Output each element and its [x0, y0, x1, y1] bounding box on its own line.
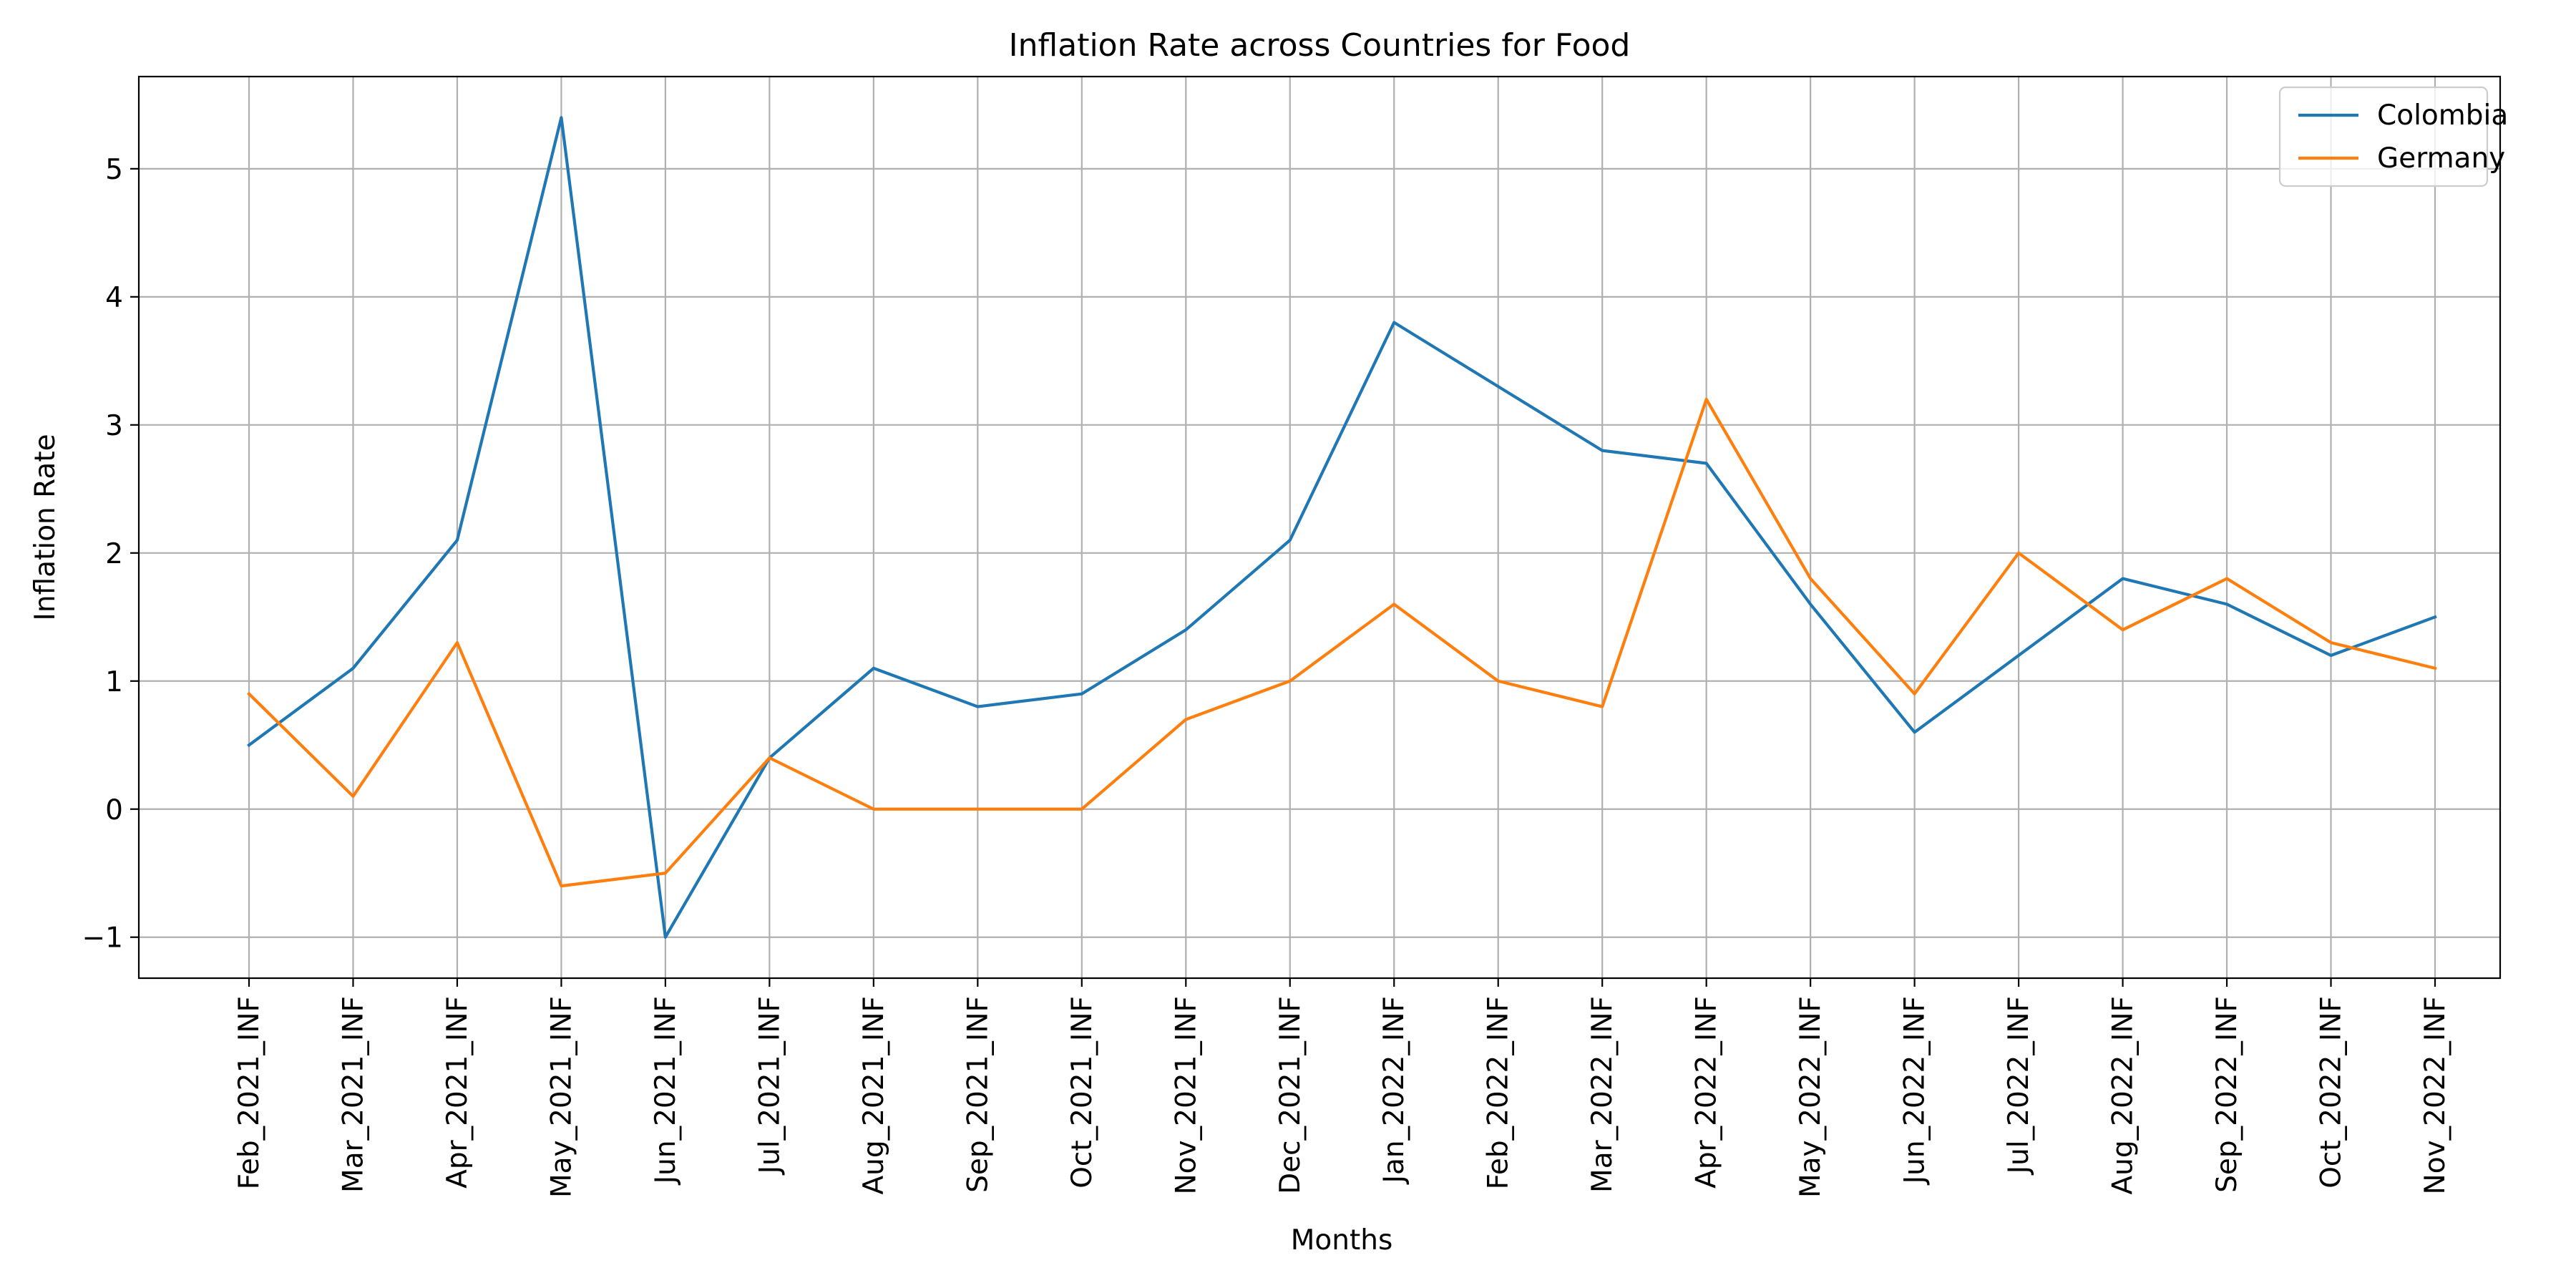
- data-point-germany: [1602, 706, 1603, 707]
- x-tick-label: Jun_2021_INF: [650, 996, 682, 1186]
- data-point-colombia: [2227, 604, 2228, 605]
- data-point-germany: [1706, 399, 1707, 400]
- data-point-colombia: [561, 117, 562, 118]
- data-point-colombia: [1602, 450, 1603, 451]
- legend-label-germany: Germany: [2377, 142, 2505, 175]
- x-tick-label: May_2022_INF: [1795, 996, 1827, 1198]
- data-point-colombia: [1081, 693, 1082, 694]
- x-tick-label: Aug_2022_INF: [2107, 996, 2140, 1195]
- data-point-colombia: [1914, 732, 1915, 733]
- data-point-germany: [2227, 578, 2228, 579]
- data-point-germany: [1289, 680, 1290, 681]
- x-tick-label: Feb_2022_INF: [1483, 996, 1515, 1189]
- data-point-colombia: [1706, 463, 1707, 464]
- series-lines: [247, 116, 2437, 939]
- x-tick-label: Nov_2021_INF: [1170, 996, 1202, 1194]
- x-tick-label: Feb_2021_INF: [233, 996, 265, 1189]
- series-line-germany: [247, 397, 2437, 888]
- x-tick-label: Jul_2021_INF: [753, 996, 786, 1176]
- data-point-colombia: [2435, 617, 2436, 618]
- data-point-germany: [249, 693, 250, 694]
- data-point-germany: [1394, 604, 1395, 605]
- y-tick-label: 4: [105, 282, 123, 314]
- x-tick-label: May_2021_INF: [545, 996, 577, 1198]
- y-axis-label: Inflation Rate: [29, 434, 62, 620]
- x-tick-label: Oct_2022_INF: [2316, 996, 2348, 1189]
- x-tick-label: Nov_2022_INF: [2419, 996, 2451, 1194]
- x-tick-label: Sep_2022_INF: [2211, 996, 2243, 1193]
- x-tick-label: Apr_2021_INF: [441, 996, 474, 1189]
- y-tick-label: −1: [82, 922, 124, 955]
- x-tick-label: Jul_2022_INF: [2003, 996, 2035, 1176]
- x-tick-label: Jan_2022_INF: [1378, 996, 1410, 1185]
- data-point-colombia: [2122, 578, 2123, 579]
- y-tick-label: 1: [105, 666, 123, 698]
- x-tick-label: Aug_2021_INF: [858, 996, 890, 1195]
- grid: [139, 77, 2500, 978]
- x-tick-label: Sep_2021_INF: [962, 996, 994, 1193]
- legend-label-colombia: Colombia: [2377, 99, 2508, 132]
- y-tick-label: 5: [105, 154, 123, 186]
- x-tick-label: Apr_2022_INF: [1691, 996, 1723, 1189]
- data-point-colombia: [249, 745, 250, 746]
- legend: Colombia Germany: [2278, 86, 2508, 187]
- x-tick-label: Oct_2021_INF: [1066, 996, 1098, 1189]
- data-point-colombia: [1394, 322, 1395, 323]
- y-tick-label: 3: [105, 410, 123, 442]
- plot-frame: [137, 75, 2502, 980]
- x-tick-label: Dec_2021_INF: [1274, 996, 1307, 1194]
- chart-title: Inflation Rate across Countries for Food: [1009, 27, 1631, 64]
- axis-ticks: Feb_2021_INF Mar_2021_INF Apr_2021_INF May_…: [82, 154, 2452, 1198]
- series-line-colombia: [247, 116, 2437, 939]
- x-tick-label: Mar_2022_INF: [1586, 996, 1619, 1193]
- x-tick-label: Jun_2022_INF: [1899, 996, 1931, 1186]
- x-tick-label: Mar_2021_INF: [337, 996, 369, 1193]
- x-axis-label: Months: [1291, 1224, 1393, 1257]
- data-point-colombia: [977, 706, 978, 707]
- legend-box: [2278, 86, 2489, 187]
- y-tick-label: 2: [105, 538, 123, 570]
- data-point-germany: [1914, 693, 1915, 694]
- data-point-germany: [1810, 578, 1811, 579]
- y-tick-label: 0: [105, 794, 123, 826]
- data-point-germany: [561, 886, 562, 887]
- data-point-colombia: [1810, 604, 1811, 605]
